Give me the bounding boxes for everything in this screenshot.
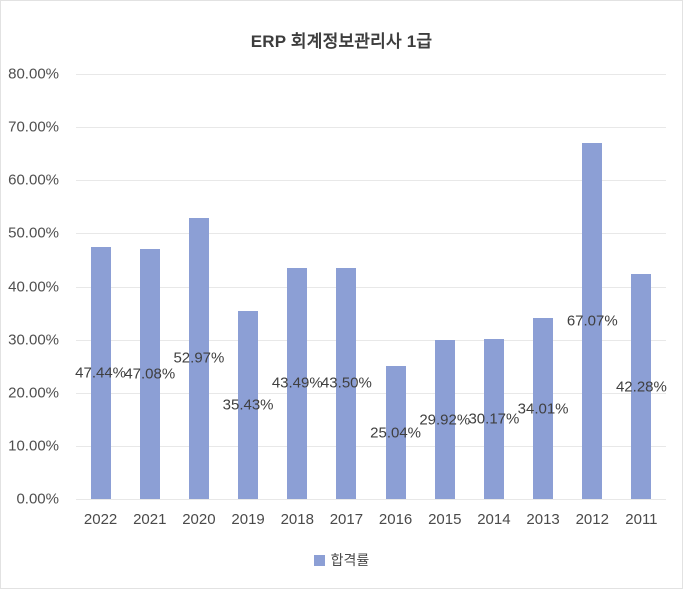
x-axis-tick-label-2016: 2016 xyxy=(378,511,413,528)
bar-value-label-2015: 29.92% xyxy=(419,411,471,429)
bar-value-label-2021: 47.08% xyxy=(124,365,176,383)
gridline xyxy=(76,392,666,394)
gridline xyxy=(76,339,666,341)
gridline xyxy=(76,127,666,129)
bar-2022 xyxy=(90,246,111,499)
y-axis-tick-label: 20.00% xyxy=(8,384,59,402)
plot-area: 47.44% 47.08% 52.97% 35.43% 43.49% 43.50% 25.0… xyxy=(75,74,667,500)
bar-value-label-2011: 42.28% xyxy=(615,378,667,396)
bar-value-label-2022: 47.44% xyxy=(75,364,127,382)
x-axis-tick-label-2011: 2011 xyxy=(625,511,658,528)
x-axis-tick-label-2019: 2019 xyxy=(231,511,265,528)
bar-2019 xyxy=(238,310,259,499)
x-axis-tick-label-2015: 2015 xyxy=(428,511,462,528)
y-axis-tick-label: 70.00% xyxy=(8,118,59,136)
bar-2021 xyxy=(139,248,160,499)
gridline xyxy=(76,74,666,75)
bar-value-label-2016: 25.04% xyxy=(370,424,422,441)
bar-value-label-2018: 43.49% xyxy=(271,374,323,392)
bar-value-label-2013: 34.01% xyxy=(517,400,569,418)
bar-2015 xyxy=(434,340,455,499)
bar-2017 xyxy=(336,267,357,499)
y-axis-tick-label: 30.00% xyxy=(8,331,59,349)
bar-2014 xyxy=(483,338,504,499)
gridline xyxy=(76,180,666,182)
x-axis-tick-label-2020: 2020 xyxy=(182,511,216,528)
x-axis-tick-label-2013: 2013 xyxy=(526,511,560,528)
y-axis-tick-label: 10.00% xyxy=(8,437,59,455)
gridline xyxy=(76,445,666,447)
x-axis-tick-label-2022: 2022 xyxy=(83,511,118,528)
x-axis-tick-label-2018: 2018 xyxy=(280,511,314,528)
y-axis-tick-label: 60.00% xyxy=(8,171,59,189)
bar-value-label-2017: 43.50% xyxy=(320,374,372,392)
chart-title: ERP 회계정보관리사 1급 xyxy=(250,32,433,51)
bar-value-label-2012: 67.07% xyxy=(566,312,618,330)
bar-2011 xyxy=(631,274,652,499)
x-axis-tick-label-2012: 2012 xyxy=(575,511,609,528)
bar-2013 xyxy=(533,318,554,499)
bar-value-label-2020: 52.97% xyxy=(173,349,225,367)
gridline xyxy=(76,499,666,500)
x-axis-tick-label-2021: 2021 xyxy=(133,511,167,528)
bar-2018 xyxy=(287,267,308,499)
bar-2020 xyxy=(188,217,209,499)
legend-label: 합격률 xyxy=(330,552,370,568)
gridline xyxy=(76,233,666,235)
x-axis-tick-label-2014: 2014 xyxy=(477,511,511,528)
y-axis-tick-label: 0.00% xyxy=(16,490,59,508)
y-axis-tick-label: 80.00% xyxy=(8,65,59,83)
bar-value-label-2019: 35.43% xyxy=(222,396,274,414)
gridline xyxy=(76,286,666,288)
bar-value-label-2014: 30.17% xyxy=(468,410,520,428)
y-axis-tick-label: 40.00% xyxy=(8,278,59,295)
bar-2012 xyxy=(582,142,603,499)
legend: 합격률 xyxy=(1,550,682,570)
legend-swatch-icon xyxy=(313,554,325,566)
y-axis-tick-label: 50.00% xyxy=(8,224,59,242)
x-axis-tick-label-2017: 2017 xyxy=(329,511,364,528)
bar-2016 xyxy=(385,365,406,499)
